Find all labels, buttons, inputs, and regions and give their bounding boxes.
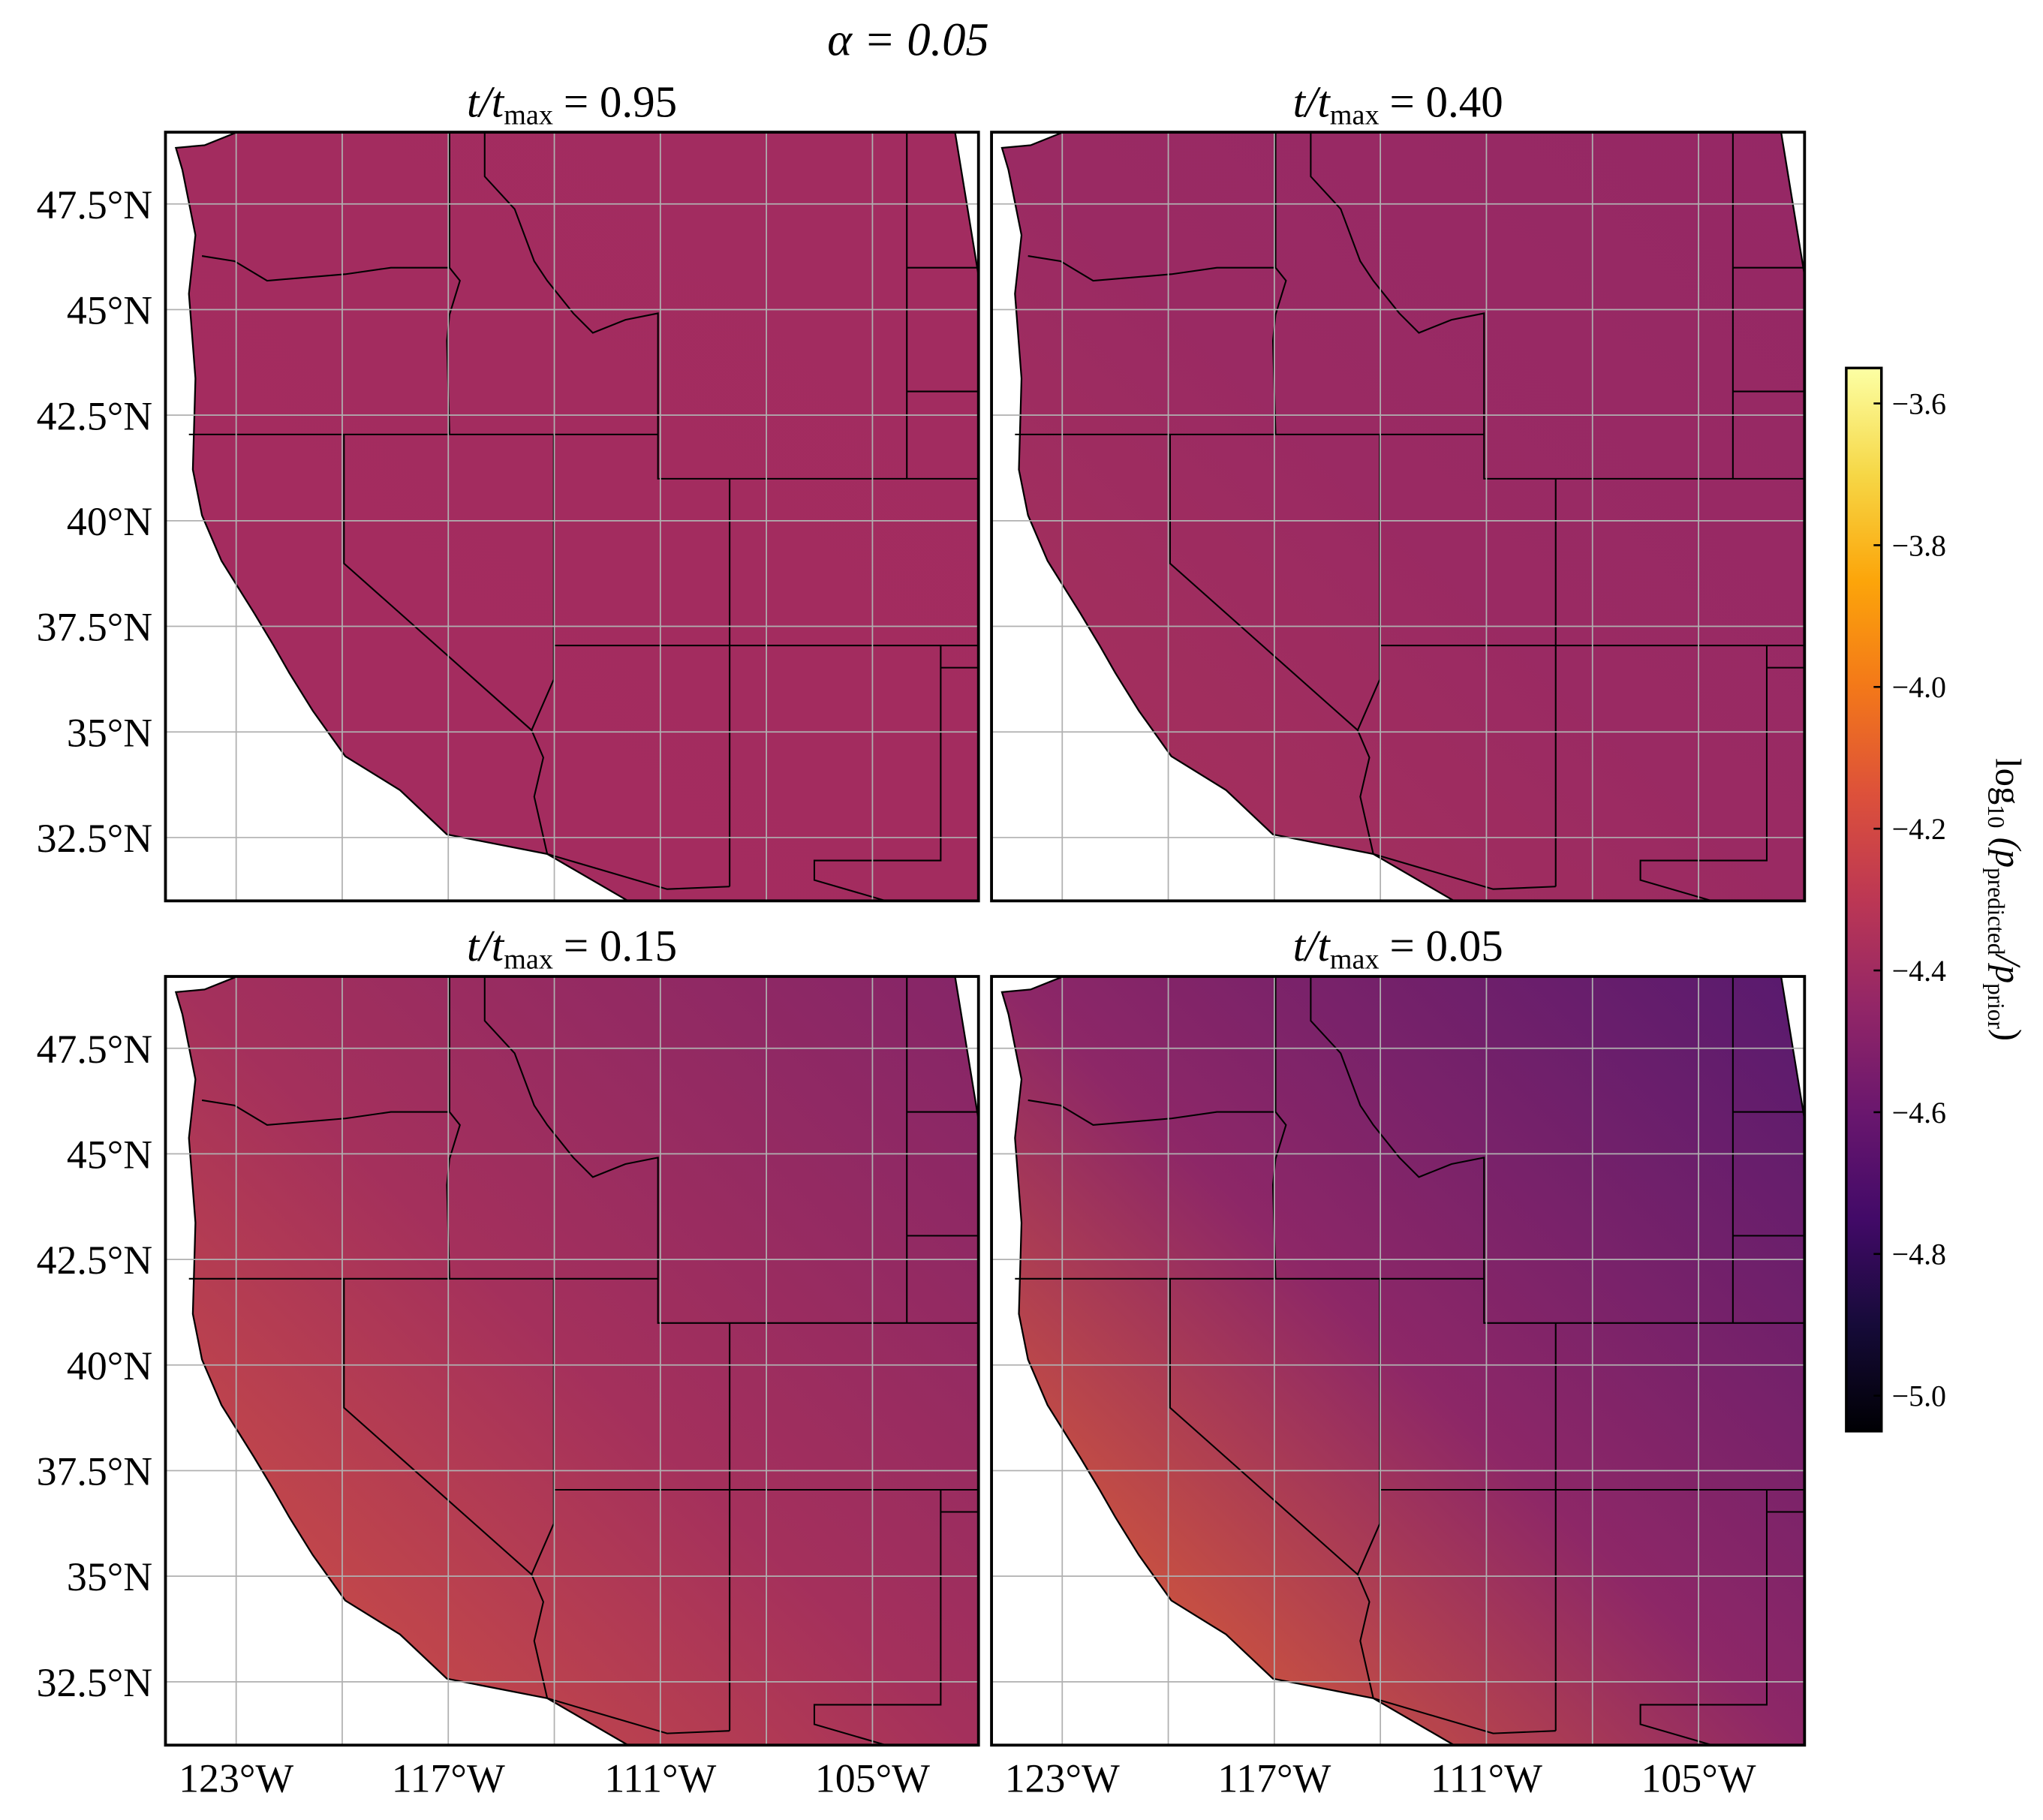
label-part: prior (1983, 983, 2009, 1029)
state-border (1310, 976, 1805, 1324)
panel-title-rhs: = 0.15 (564, 921, 677, 970)
panel-frame (164, 975, 980, 1747)
map-panel: t/tmax = 0.15 47.5°N 45°N 42.5°N 40°N 37.5°N 35… (37, 921, 980, 1801)
x-tick-label: 123°W (179, 1756, 293, 1801)
panel-title-sub: max (504, 100, 553, 131)
panel-title-sub: max (1330, 944, 1380, 976)
panel-title: t/tmax = 0.40 (1293, 77, 1503, 131)
y-tick-label: 32.5°N (37, 1660, 153, 1705)
land-field (1000, 132, 1805, 901)
x-tick-label: 117°W (392, 1756, 505, 1801)
y-tick-label: 37.5°N (37, 1449, 153, 1494)
panel-title-sub: max (1330, 100, 1380, 131)
y-tick-label: 37.5°N (37, 605, 153, 650)
panel-title-sub: max (504, 944, 553, 976)
state-border (446, 976, 461, 1279)
map-panel: t/tmax = 0.40 (990, 77, 1807, 903)
colorbar-tick-label: −3.8 (1892, 528, 1946, 562)
y-tick-label: 45°N (67, 1132, 152, 1177)
y-tick-label: 35°N (67, 1554, 152, 1599)
panel-frame (990, 131, 1807, 903)
colorbar-tick-label: −4.0 (1892, 670, 1946, 704)
label-part: ) (1988, 1029, 2029, 1041)
land-field (174, 132, 979, 901)
panel-title-lhs: t/t (467, 921, 505, 970)
map-panel: t/tmax = 0.95 47.5°N 45°N 42.5°N 40°N 37.5°N 35… (37, 77, 980, 903)
y-tick-label: 47.5°N (37, 182, 153, 227)
y-tick-label: 35°N (67, 710, 152, 755)
panel-title: t/tmax = 0.05 (1293, 921, 1503, 975)
state-border (813, 1490, 942, 1746)
panel-title-rhs: = 0.05 (1389, 921, 1503, 970)
state-border (446, 132, 461, 435)
state-border (813, 645, 942, 901)
state-border (343, 434, 549, 855)
y-tick-label: 45°N (67, 288, 152, 333)
x-tick-label: 105°W (815, 1756, 930, 1801)
panel-frame (990, 975, 1807, 1747)
colorbar-tick-label: −4.8 (1892, 1238, 1946, 1271)
panel-title-lhs: t/t (1293, 921, 1331, 970)
map-area (165, 976, 979, 1746)
y-tick-label: 42.5°N (37, 393, 153, 438)
colorbar-tick-label: −4.4 (1892, 954, 1946, 988)
panel-title: t/tmax = 0.95 (467, 77, 677, 131)
x-tick-label: 123°W (1005, 1756, 1120, 1801)
state-border (483, 976, 979, 1324)
x-tick-label: 117°W (1217, 1756, 1331, 1801)
land-field (174, 976, 979, 1746)
x-tick-label: 105°W (1641, 1756, 1756, 1801)
colorbar-label: log10 (ppredicted/pprior) (1983, 758, 2028, 1041)
label-part: /p (1988, 952, 2029, 983)
panel-title-lhs: t/t (1293, 77, 1331, 126)
state-border (1169, 434, 1374, 855)
label-part: log (1988, 758, 2029, 805)
colorbar-tick-label: −5.0 (1892, 1379, 1946, 1413)
state-border (1028, 1099, 1276, 1127)
panel-title-lhs: t/t (467, 77, 505, 126)
state-border (1310, 132, 1805, 480)
y-tick-label: 42.5°N (37, 1238, 153, 1283)
state-border (1271, 976, 1287, 1279)
colorbar-tick-label: −4.2 (1892, 812, 1946, 846)
y-tick-label: 40°N (67, 1343, 152, 1388)
map-area (165, 132, 979, 901)
colorbar-tick-label: −4.6 (1892, 1096, 1946, 1130)
state-border (546, 853, 730, 890)
state-border (546, 1697, 730, 1734)
state-border (1373, 1697, 1556, 1734)
x-tick-label: 111°W (1431, 1756, 1542, 1801)
label-part: 10 (1983, 805, 2009, 828)
colorbar-tick-label: −3.6 (1892, 387, 1946, 420)
state-border (1639, 645, 1768, 901)
state-border (201, 255, 450, 282)
map-panel: t/tmax = 0.05 123°W 117°W 111°W 105°W (990, 921, 1807, 1801)
state-border (1028, 255, 1276, 282)
map-area (991, 976, 1805, 1746)
panel-title: t/tmax = 0.15 (467, 921, 677, 975)
state-border (1639, 1490, 1768, 1746)
panel-title-rhs: = 0.95 (564, 77, 677, 126)
state-border (343, 1278, 549, 1698)
state-border (1169, 1278, 1374, 1698)
panel-frame (164, 131, 980, 903)
y-tick-label: 40°N (67, 499, 152, 544)
x-tick-label: 111°W (604, 1756, 716, 1801)
y-tick-label: 32.5°N (37, 816, 153, 861)
state-border (483, 132, 979, 480)
label-part: predicted (1983, 868, 2009, 955)
land-field (1000, 976, 1805, 1746)
label-part: (p (1988, 829, 2029, 868)
panel-title-rhs: = 0.40 (1389, 77, 1503, 126)
state-border (201, 1099, 450, 1127)
state-border (1271, 132, 1287, 435)
figure-title: α = 0.05 (827, 14, 989, 66)
y-tick-label: 47.5°N (37, 1027, 153, 1072)
colorbar (1845, 366, 1883, 1433)
map-area (991, 132, 1805, 901)
state-border (1373, 853, 1556, 890)
